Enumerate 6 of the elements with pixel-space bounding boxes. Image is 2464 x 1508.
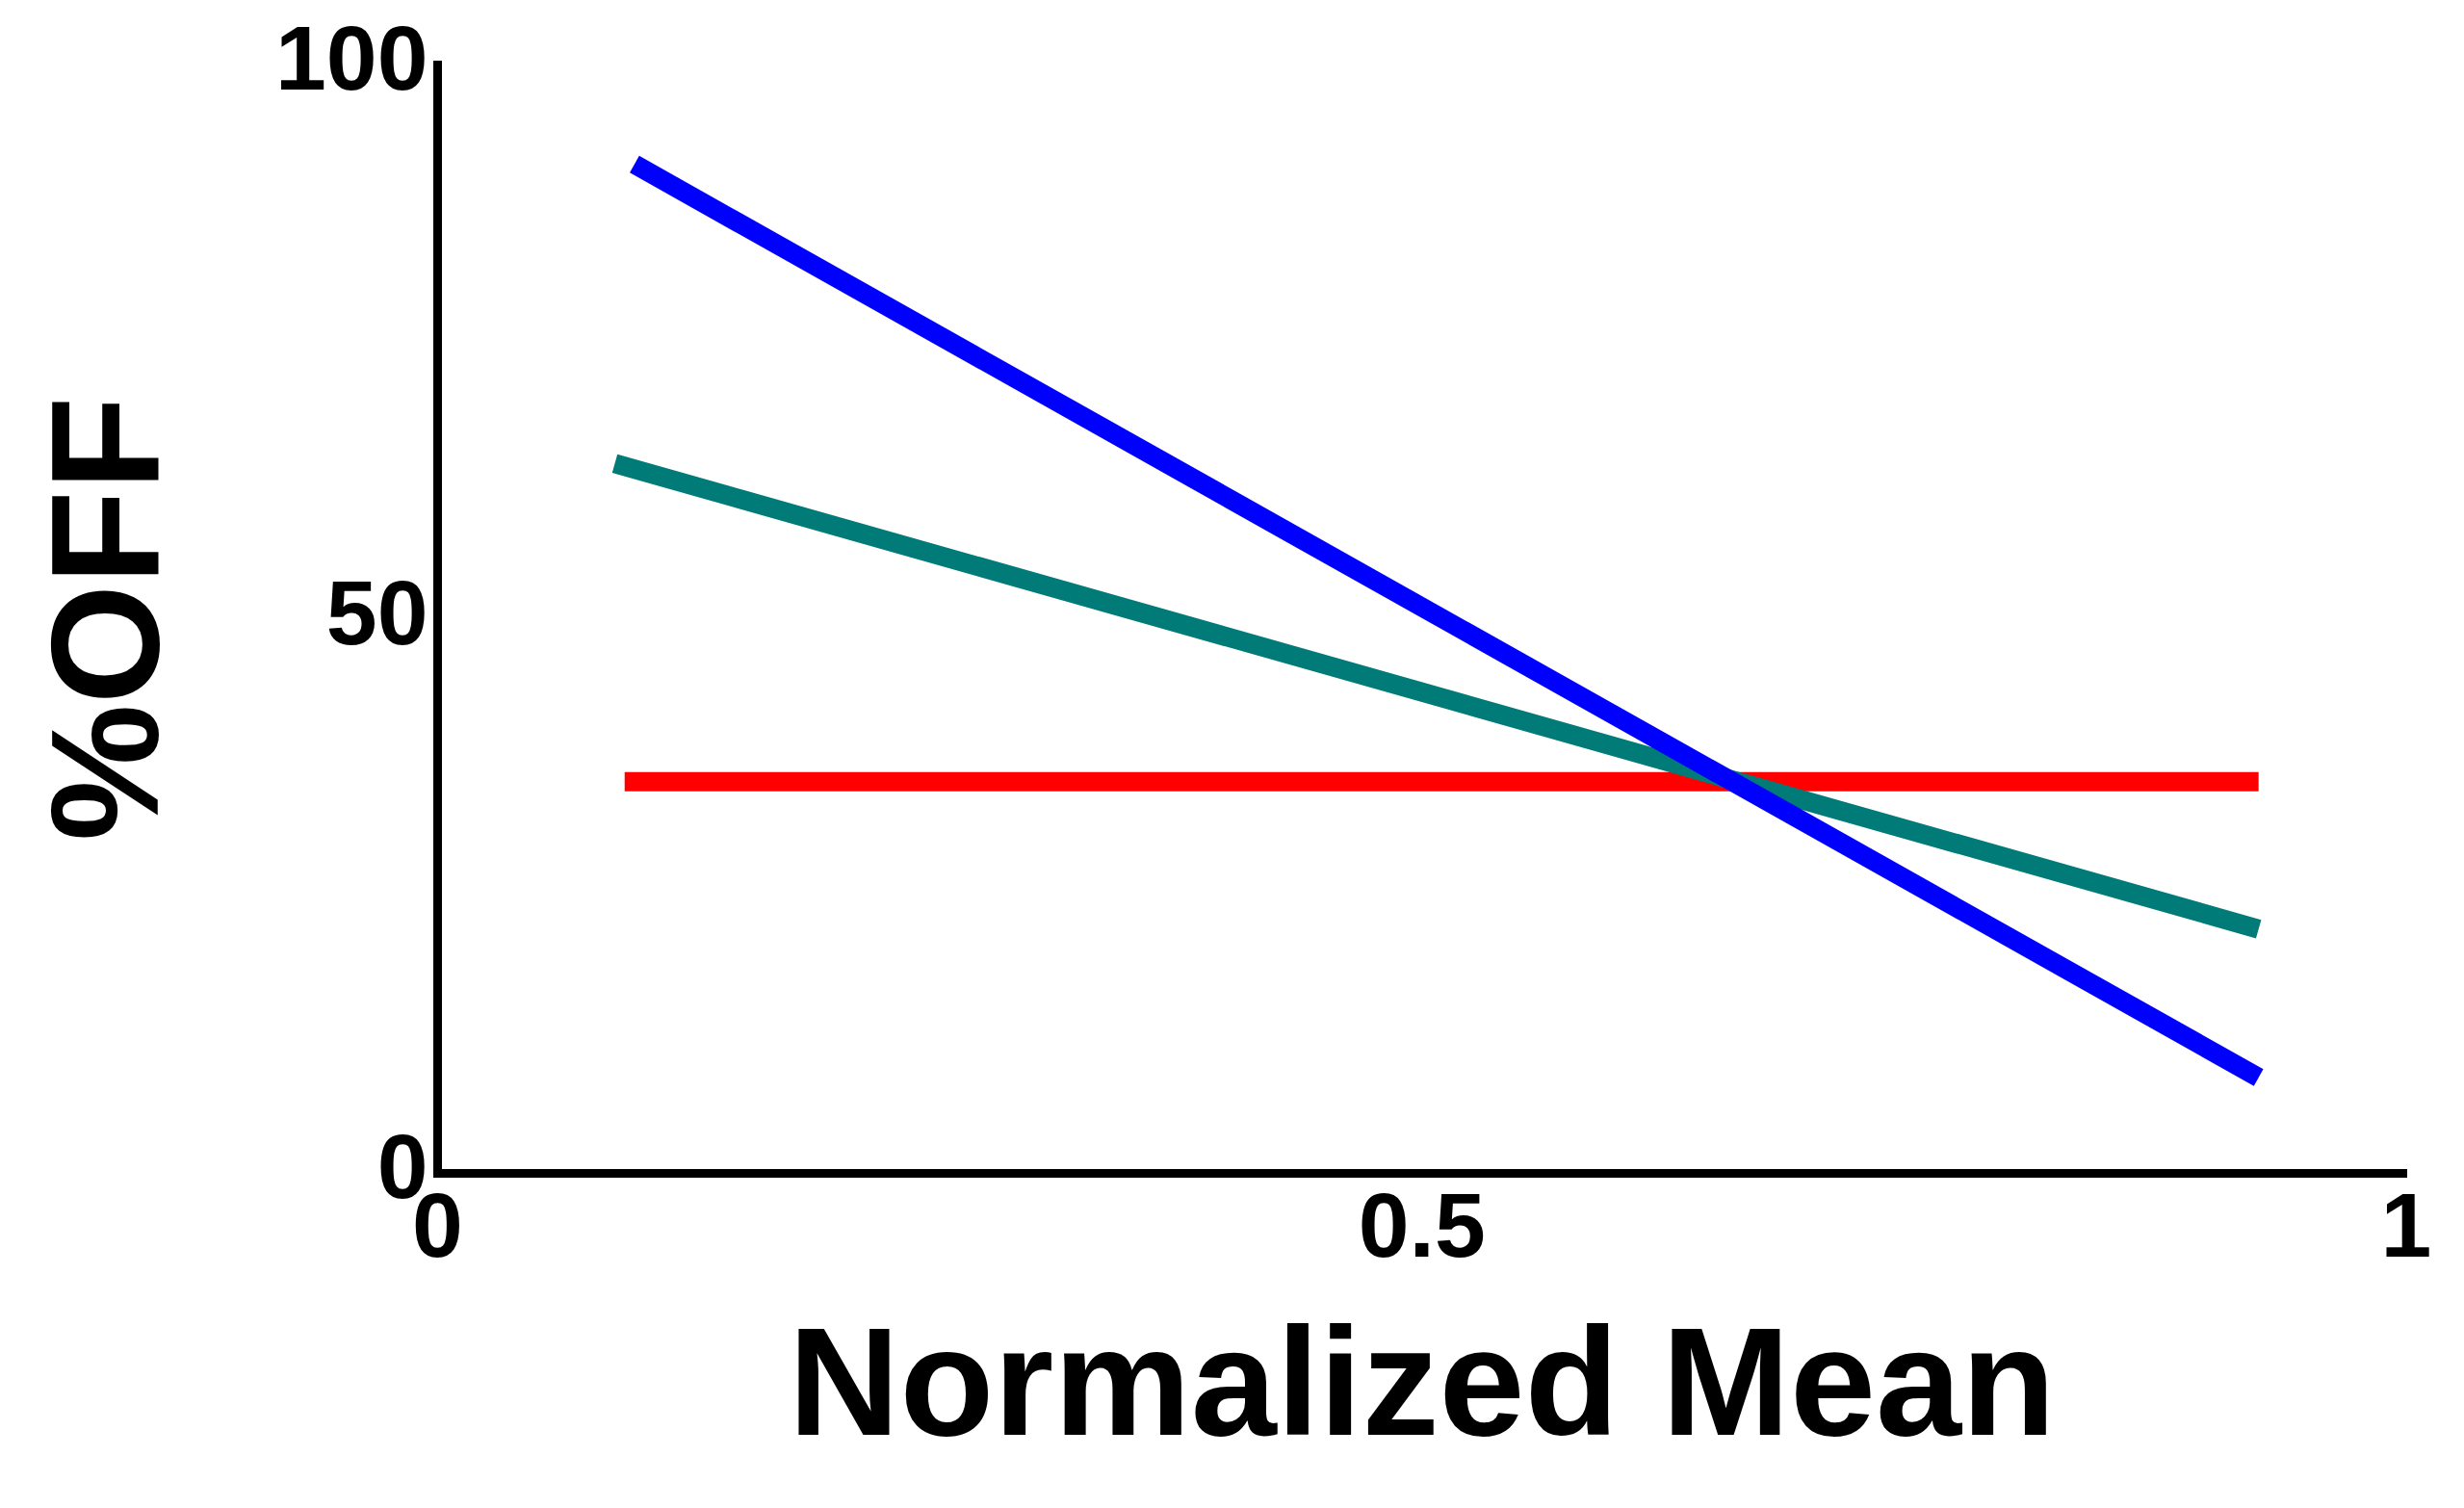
y-tick-label: 100 [274,7,428,110]
x-axis-title: Normalized Mean [788,1295,2056,1469]
x-tick-label: 1 [2380,1174,2432,1277]
y-tick-label: 50 [325,560,428,663]
y-axis-title: %OFF [18,396,192,842]
x-tick-label: 0.5 [1358,1174,1486,1277]
